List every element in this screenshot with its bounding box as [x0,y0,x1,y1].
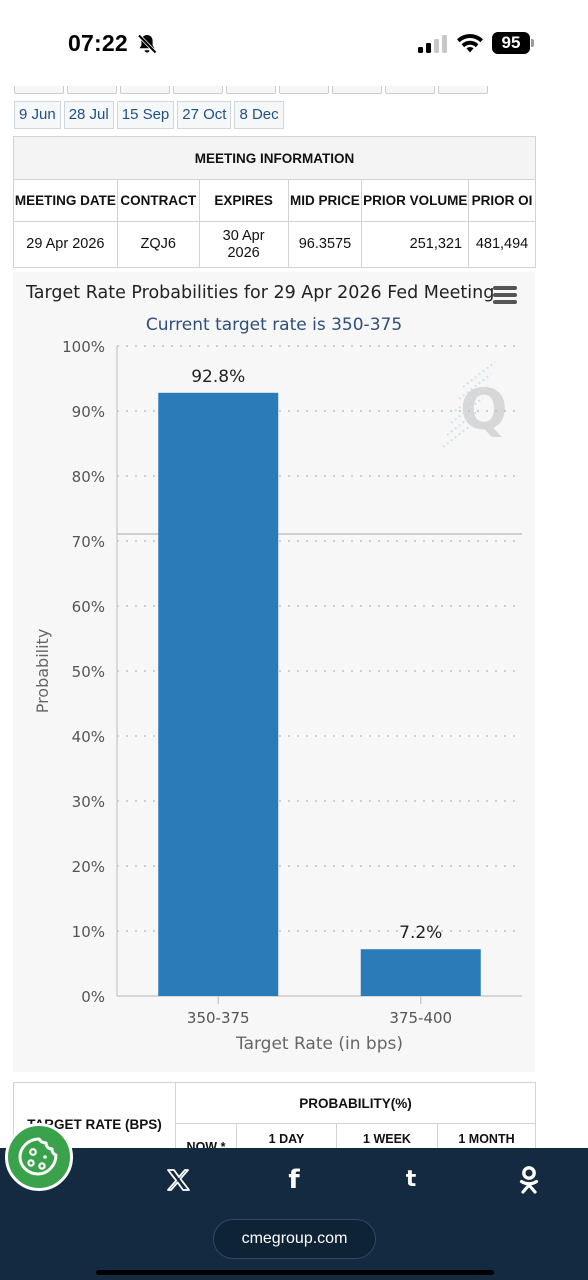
odnoklassniki-icon[interactable] [512,1163,546,1197]
column-header: PRIOR OI [468,179,536,222]
bar [360,949,481,996]
y-tick-label: 20% [72,858,105,876]
battery-indicator: 95 [492,32,536,54]
table-cell: ZQJ6 [116,221,200,268]
meeting-date-tabs: 9 Jun 28 Jul 15 Sep 27 Oct 8 Dec [14,101,284,129]
battery-level: 95 [492,32,530,54]
bar [158,392,279,996]
column-header: EXPIRES [198,179,289,222]
table-cell: 481,494 [468,221,536,268]
table-cell: 96.3575 [287,221,363,268]
table-row: 29 Apr 2026 ZQJ6 30 Apr 2026 96.3575 251… [13,221,536,268]
battery-tip [531,39,534,47]
bell-off-icon [137,34,157,54]
x-tick-label: 375-400 [389,1009,452,1027]
watermark-stripe [454,385,488,412]
x-icon[interactable] [160,1163,194,1197]
chart-menu-icon[interactable] [493,286,517,308]
chart-title: Target Rate Probabilities for 29 Apr 202… [26,283,495,303]
meeting-information-table: MEETING INFORMATION MEETING DATE CONTRAC… [13,136,536,268]
column-header: PRIOR VOLUME [361,179,470,222]
bar-chart-canvas: 0% 10% 20% 30% 40% 50% 60% 70% 80% 90% 100% Q 92.8% 3… [33,338,522,1054]
clock: 07:22 [68,30,128,56]
signal-icon [418,35,447,53]
group-header: PROBABILITY(%) [175,1082,536,1124]
data-label: 7.2% [399,923,442,943]
home-indicator [96,1270,494,1275]
status-bar: 07:22 95 [0,0,588,86]
column-header: MEETING DATE [13,179,118,222]
date-tab[interactable]: 8 Dec [234,101,284,129]
table-cell: 30 Apr 2026 [198,221,289,268]
share-bar: f t cmegroup.com [0,1148,588,1280]
y-tick-label: 60% [72,598,105,616]
url-bar[interactable]: cmegroup.com [213,1219,376,1259]
probability-table: TARGET RATE (BPS) PROBABILITY(%) NOW * 1… [13,1082,536,1162]
watermark-stripe [458,373,492,400]
wifi-icon [457,34,483,53]
watermark-stripe [450,397,484,424]
cookie-settings-button[interactable] [5,1123,73,1191]
date-tab[interactable]: 9 Jun [14,101,61,129]
probability-chart: 0% 10% 20% 30% 40% 50% 60% 70% 80% 90% 100% Q 92.8% 3… [13,272,535,1072]
y-tick-label: 80% [72,468,105,486]
y-tick-label: 40% [72,728,105,746]
watermark-stripe [462,361,496,388]
y-tick-label: 30% [72,793,105,811]
tumblr-icon[interactable]: t [405,1167,417,1192]
x-tick-label: 350-375 [187,1009,250,1027]
data-label: 92.8% [191,367,245,387]
facebook-icon[interactable]: f [288,1165,300,1195]
column-header: MID PRICE [287,179,363,222]
y-tick-label: 10% [72,923,105,941]
watermark-stripe [446,409,480,436]
y-tick-label: 70% [72,533,105,551]
table-cell: 29 Apr 2026 [13,221,118,268]
x-axis-title: Target Rate (in bps) [235,1034,403,1054]
date-tab[interactable]: 15 Sep [116,101,175,129]
watermark-stripe [442,421,476,448]
watermark-logo: Q [442,361,508,448]
cookie-icon [18,1137,58,1176]
y-tick-label: 0% [81,988,105,1006]
date-tab[interactable]: 28 Jul [63,101,114,129]
date-tab[interactable]: 27 Oct [177,101,232,129]
table-cell: 251,321 [361,221,470,268]
y-axis-title: Probability [33,629,52,714]
y-tick-label: 100% [62,338,105,356]
y-tick-label: 50% [72,663,105,681]
y-tick-label: 90% [72,403,105,421]
chart-subtitle: Current target rate is 350-375 [145,315,403,335]
column-header: CONTRACT [116,179,200,222]
table-caption: MEETING INFORMATION [13,136,536,180]
